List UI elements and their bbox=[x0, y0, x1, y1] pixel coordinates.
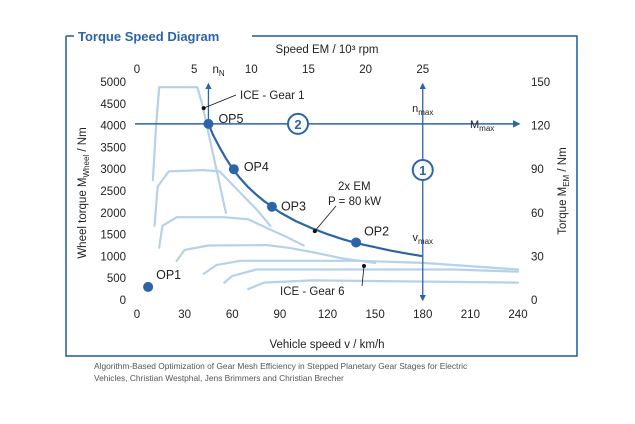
marker-1-text: 1 bbox=[419, 163, 426, 178]
top-axis-title: Speed EM / 10³ rpm bbox=[276, 44, 379, 56]
right-tick-label: 60 bbox=[531, 208, 544, 220]
right-axis-title: Torque MEM / Nm bbox=[557, 147, 571, 234]
operating-point-label: OP5 bbox=[218, 112, 243, 126]
chart-title: Torque Speed Diagram bbox=[78, 29, 219, 44]
v-max-label-sub: max bbox=[418, 237, 433, 246]
chart-frame bbox=[65, 35, 578, 357]
operating-point bbox=[351, 237, 362, 248]
v-max-label: vmax bbox=[412, 232, 433, 246]
right-axis-title-sub: EM bbox=[562, 174, 571, 186]
axes: 0 30 60 90 120 150 180 210 240050010001500200025… bbox=[100, 64, 550, 321]
y-tick-label: 3000 bbox=[100, 164, 126, 176]
marker-2-text: 2 bbox=[294, 117, 301, 132]
y-tick-label: 3500 bbox=[100, 142, 126, 154]
annotation-leader bbox=[361, 265, 365, 287]
m-max-label-sub: max bbox=[479, 124, 494, 133]
ice-gear-curve bbox=[247, 279, 520, 291]
x-tick-label: 240 bbox=[508, 309, 527, 321]
operating-point bbox=[203, 118, 214, 129]
ice-gear-curve bbox=[151, 86, 227, 214]
right-tick-label: 30 bbox=[531, 251, 544, 263]
left-axis-title-unit: / Nm bbox=[77, 127, 89, 154]
left-axis-title-main: Wheel torque M bbox=[77, 177, 89, 258]
annotation-ice-gear-6: ICE - Gear 6 bbox=[280, 286, 345, 298]
operating-point-label: OP2 bbox=[364, 224, 389, 238]
operating-point-label: OP1 bbox=[156, 268, 181, 282]
right-tick-label: 0 bbox=[531, 295, 537, 307]
x-tick-label: 0 bbox=[134, 309, 140, 321]
annotation-em-name: 2x EM bbox=[338, 181, 371, 193]
em-curve-group bbox=[207, 123, 423, 258]
x-tick-label: 90 bbox=[273, 309, 286, 321]
n-max-label-main: n bbox=[412, 103, 418, 115]
annotations: ICE - Gear 1 ICE - Gear 6 2x EM P = 80 kW bbox=[201, 90, 381, 298]
y-tick-label: 0 bbox=[120, 295, 126, 307]
x-tick-label: 180 bbox=[413, 309, 432, 321]
x-axis-title: Vehicle speed v / km/h bbox=[269, 339, 384, 351]
top-tick-label-nN-sub: N bbox=[219, 69, 225, 78]
left-axis-title: Wheel torque MWheel / Nm bbox=[77, 127, 91, 258]
em-curve bbox=[207, 123, 423, 258]
operating-point bbox=[143, 281, 154, 292]
top-tick-label: 5 bbox=[191, 64, 197, 76]
top-tick-label: 15 bbox=[302, 64, 315, 76]
operating-point bbox=[228, 164, 239, 175]
ice-gear-curve bbox=[202, 259, 520, 275]
ice-gear-curve bbox=[153, 169, 272, 227]
n-max-label-sub: max bbox=[418, 108, 433, 117]
y-tick-label: 4000 bbox=[100, 121, 126, 133]
right-tick-label: 150 bbox=[531, 77, 550, 89]
y-tick-label: 4500 bbox=[100, 99, 126, 111]
caption-line-2: Vehicles, Christian Westphal, Jens Brimm… bbox=[94, 372, 344, 383]
operating-point-label: OP4 bbox=[244, 160, 269, 174]
x-tick-label: 210 bbox=[461, 309, 480, 321]
x-tick-label: 30 bbox=[178, 309, 191, 321]
operating-point-label: OP3 bbox=[281, 200, 306, 214]
y-tick-label: 1000 bbox=[100, 251, 126, 263]
operating-point bbox=[266, 201, 277, 212]
operating-points: OP1 OP2 OP3 OP4 OP5 bbox=[143, 112, 389, 292]
y-tick-label: 5000 bbox=[100, 77, 126, 89]
x-tick-label: 120 bbox=[318, 309, 337, 321]
x-tick-label: 150 bbox=[366, 309, 385, 321]
ice-gear-curve bbox=[158, 216, 305, 249]
y-tick-label: 2000 bbox=[100, 208, 126, 220]
right-tick-label: 90 bbox=[531, 164, 544, 176]
ice-gear-curve bbox=[175, 244, 377, 264]
right-axis-title-main: Torque M bbox=[557, 187, 569, 235]
top-tick-label: 0 bbox=[134, 64, 140, 76]
y-tick-label: 1500 bbox=[100, 230, 126, 242]
m-max-label: Mmax bbox=[470, 119, 494, 133]
annotation-leader bbox=[314, 205, 337, 232]
caption-line-1: Algorithm-Based Optimization of Gear Mes… bbox=[94, 361, 468, 371]
marker-1-circle bbox=[411, 159, 434, 181]
m-max-label-main: M bbox=[470, 119, 479, 131]
annotation-leader bbox=[203, 94, 237, 109]
top-tick-label: 20 bbox=[359, 64, 372, 76]
top-tick-label-nN-main: n bbox=[212, 64, 218, 76]
annotation-ice-gear-1: ICE - Gear 1 bbox=[240, 90, 305, 102]
left-axis-title-sub: Wheel bbox=[82, 155, 91, 178]
marker-2-circle bbox=[287, 112, 309, 135]
ice-gear-curves bbox=[151, 86, 520, 291]
n-max-label: nmax bbox=[412, 103, 433, 117]
figure-caption: Algorithm-Based Optimization of Gear Mes… bbox=[94, 361, 594, 384]
ice-gear-curve bbox=[223, 268, 520, 284]
top-tick-label: 10 bbox=[245, 64, 258, 76]
right-axis-title-unit: / Nm bbox=[557, 147, 569, 174]
x-tick-label: 60 bbox=[226, 309, 239, 321]
y-tick-label: 500 bbox=[107, 273, 126, 285]
annotation-em-power: P = 80 kW bbox=[328, 196, 381, 208]
right-tick-label: 120 bbox=[531, 121, 550, 133]
top-tick-label: 25 bbox=[416, 64, 429, 76]
y-tick-label: 2500 bbox=[100, 186, 126, 198]
v-max-label-main: v bbox=[412, 232, 418, 244]
top-tick-label-nN: nN bbox=[212, 64, 224, 78]
